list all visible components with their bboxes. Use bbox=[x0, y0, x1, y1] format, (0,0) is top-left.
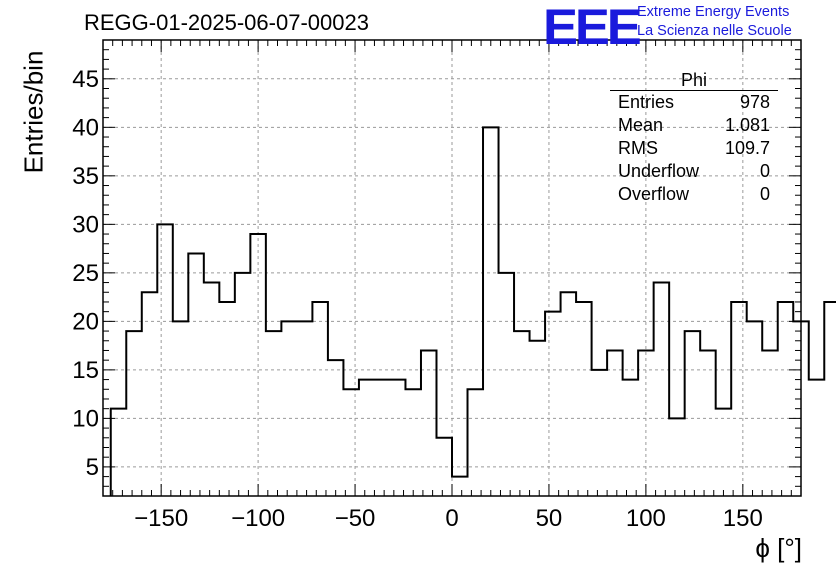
histogram-bin bbox=[126, 331, 142, 496]
stats-label: Mean bbox=[618, 115, 664, 135]
logo-caption: Extreme Energy Events La Scienza nelle S… bbox=[637, 3, 792, 41]
histogram-bin bbox=[374, 380, 390, 496]
histogram-bin bbox=[204, 283, 220, 496]
histogram-bin bbox=[328, 360, 344, 496]
histogram-bin bbox=[436, 438, 452, 496]
histogram-bin bbox=[405, 389, 421, 496]
y-tick-label: 25 bbox=[72, 260, 99, 287]
y-tick-label: 10 bbox=[72, 405, 99, 432]
y-tick-label: 30 bbox=[72, 211, 99, 238]
histogram-bin bbox=[483, 127, 499, 496]
histogram-bin bbox=[188, 253, 204, 496]
histogram-bin bbox=[731, 302, 747, 496]
chart-title: REGG-01-2025-06-07-00023 bbox=[84, 10, 369, 35]
y-tick-label: 40 bbox=[72, 114, 99, 141]
histogram-bin bbox=[266, 331, 282, 496]
stats-row-overflow: Overflow 0 bbox=[610, 183, 778, 206]
eee-logo: EEE bbox=[543, 0, 642, 55]
y-tick-label: 15 bbox=[72, 357, 99, 384]
y-tick-label: 20 bbox=[72, 308, 99, 335]
stats-value: 1.081 bbox=[724, 115, 770, 135]
histogram-bin bbox=[592, 370, 608, 496]
logo-line-1: Extreme Energy Events bbox=[637, 4, 790, 20]
histogram-bin bbox=[576, 302, 592, 496]
stats-box: Phi Entries 978 Mean 1.081 RMS 109.7 Underf… bbox=[610, 70, 778, 206]
y-tick-label: 45 bbox=[72, 66, 99, 93]
histogram-bin bbox=[514, 331, 530, 496]
histogram-bin bbox=[235, 273, 251, 496]
stats-label: Entries bbox=[618, 92, 675, 112]
x-tick-label: 100 bbox=[626, 505, 666, 532]
histogram-bin bbox=[545, 312, 561, 496]
histogram-bin bbox=[669, 418, 685, 496]
histogram-line bbox=[109, 126, 836, 496]
histogram-bin bbox=[111, 409, 127, 496]
x-tick-label: −50 bbox=[335, 505, 376, 532]
histogram-bin bbox=[716, 409, 732, 496]
stats-label: RMS bbox=[618, 138, 658, 158]
histogram-bin bbox=[809, 380, 825, 496]
stats-row-entries: Entries 978 bbox=[610, 91, 778, 114]
x-tick-label: 0 bbox=[445, 505, 458, 532]
histogram-bin bbox=[747, 321, 763, 496]
histogram-bin bbox=[452, 477, 468, 496]
histogram-bin bbox=[421, 350, 437, 496]
x-tick-label: −100 bbox=[231, 505, 285, 532]
logo-line-2: La Scienza nelle Scuole bbox=[637, 23, 792, 39]
histogram-bin bbox=[530, 341, 546, 496]
stats-row-mean: Mean 1.081 bbox=[610, 114, 778, 137]
histogram-bin bbox=[250, 234, 266, 496]
x-tick-label: 50 bbox=[536, 505, 563, 532]
histogram-bin bbox=[219, 302, 235, 496]
y-axis-label: Entries/bin bbox=[18, 50, 49, 174]
stats-row-underflow: Underflow 0 bbox=[610, 160, 778, 183]
histogram-bin bbox=[561, 292, 577, 496]
histogram-bin bbox=[343, 389, 359, 496]
y-tick-label: 35 bbox=[72, 163, 99, 190]
histogram-bin bbox=[499, 273, 515, 496]
x-tick-label: −150 bbox=[134, 505, 188, 532]
histogram-bin bbox=[654, 283, 670, 496]
stats-value: 109.7 bbox=[724, 138, 770, 158]
histogram-bin bbox=[638, 350, 654, 496]
histogram-bin bbox=[623, 380, 639, 496]
stats-value: 0 bbox=[759, 184, 770, 204]
y-tick-label: 5 bbox=[86, 454, 99, 481]
stats-label: Overflow bbox=[618, 184, 690, 204]
histogram-bin bbox=[359, 380, 375, 496]
histogram-bin bbox=[157, 224, 173, 496]
histogram-bin bbox=[173, 321, 189, 496]
stats-label: Underflow bbox=[618, 161, 700, 181]
histogram-bin bbox=[700, 350, 716, 496]
x-axis-label: ϕ [°] bbox=[755, 533, 802, 563]
stats-value: 0 bbox=[759, 161, 770, 181]
histogram-bin bbox=[390, 380, 406, 496]
stats-value: 978 bbox=[739, 92, 770, 112]
histogram-bin bbox=[607, 350, 623, 496]
stats-row-rms: RMS 109.7 bbox=[610, 137, 778, 160]
histogram-bin bbox=[468, 389, 484, 496]
histogram-bin bbox=[312, 302, 328, 496]
histogram-bin bbox=[142, 292, 158, 496]
histogram-bin bbox=[762, 350, 778, 496]
stats-title: Phi bbox=[610, 70, 778, 91]
histogram-bin bbox=[685, 331, 701, 496]
x-tick-label: 150 bbox=[723, 505, 763, 532]
histogram-bin bbox=[281, 321, 297, 496]
histogram-bin bbox=[297, 321, 313, 496]
histogram-bin bbox=[824, 302, 836, 496]
